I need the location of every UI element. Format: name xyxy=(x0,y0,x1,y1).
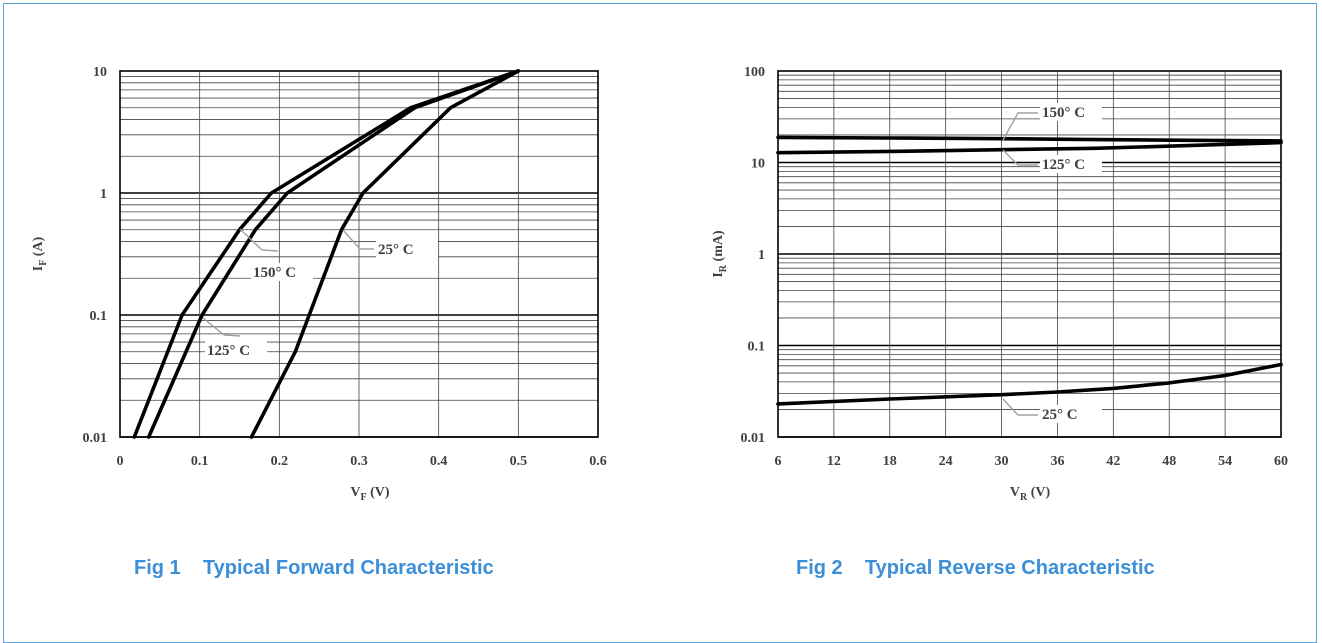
fig1-annotation-bg xyxy=(205,341,267,359)
fig1-annotation-leader xyxy=(202,317,241,337)
fig1-annotation-bg xyxy=(376,240,438,258)
fig1-y-tick-label: 1 xyxy=(100,187,107,202)
fig2-x-tick-label: 18 xyxy=(883,454,897,469)
fig1-annotation-label: 150° C xyxy=(253,265,296,281)
fig2-annotation-leader xyxy=(1002,149,1038,166)
fig2-annotation-label: 125° C xyxy=(1042,157,1085,173)
fig2-x-tick-label: 36 xyxy=(1050,454,1064,469)
fig2-series-line-1 xyxy=(776,140,1283,155)
fig2-x-tick-label: 24 xyxy=(939,454,953,469)
fig1-y-tick-label: 0.1 xyxy=(90,309,108,324)
fig1-annotation-leader xyxy=(239,228,279,252)
fig2-annotation-leader xyxy=(1002,398,1038,416)
fig2-annotation-label: 150° C xyxy=(1042,105,1085,121)
fig1-annotation-label: 25° C xyxy=(378,242,414,258)
fig2-x-axis-label: VR (V) xyxy=(1010,485,1051,503)
fig2-y-axis-label: IR (mA) xyxy=(711,230,729,278)
fig2-y-tick-label: 0.01 xyxy=(741,431,766,446)
fig2-x-tick-label: 12 xyxy=(827,454,841,469)
fig1-plot-border xyxy=(119,70,599,438)
fig2-annotation-bg xyxy=(1040,103,1102,121)
fig1-series-line-0 xyxy=(132,69,521,439)
fig1-annotation-leader xyxy=(342,229,374,250)
fig2-y-tick-label: 0.1 xyxy=(748,340,766,355)
fig2-y-tick-label: 1 xyxy=(758,248,765,263)
fig2-x-tick-label: 6 xyxy=(775,454,782,469)
fig1-y-tick-label: 10 xyxy=(93,65,107,80)
fig2-series-line-0 xyxy=(776,135,1283,143)
fig2-plot-border xyxy=(777,70,1282,438)
fig1-series-line-2 xyxy=(249,69,521,439)
fig1-x-tick-label: 0.3 xyxy=(350,454,368,469)
fig1-y-tick-label: 0.01 xyxy=(83,431,108,446)
fig1-annotation-label: 125° C xyxy=(207,343,250,359)
fig1-x-tick-label: 0 xyxy=(117,454,124,469)
fig2-x-tick-label: 48 xyxy=(1162,454,1176,469)
fig1-annotation-bg xyxy=(251,263,313,281)
fig2-x-tick-label: 54 xyxy=(1218,454,1232,469)
fig1-x-tick-label: 0.2 xyxy=(271,454,289,469)
charts-svg: 0 0.1 0.2 0.3 0.4 0.5 0.6 0.01 0.1 1 10 VF (V) IF (A… xyxy=(31,65,1288,503)
fig1-y-axis-label: IF (A) xyxy=(31,236,49,271)
fig1-x-axis-label: VF (V) xyxy=(350,485,390,503)
fig2-annotation-label: 25° C xyxy=(1042,407,1078,423)
fig2-annotation-bg xyxy=(1040,405,1102,423)
fig2-annotation-bg xyxy=(1040,155,1102,173)
fig2-y-tick-label: 10 xyxy=(751,157,765,172)
fig1-caption: Fig 1 Typical Forward Characteristic xyxy=(134,557,494,579)
fig2-x-tick-label: 42 xyxy=(1106,454,1120,469)
fig2-x-tick-label: 30 xyxy=(995,454,1009,469)
fig1-series-line-1 xyxy=(146,69,521,439)
fig1-x-tick-label: 0.1 xyxy=(191,454,209,469)
fig1-x-tick-label: 0.4 xyxy=(430,454,448,469)
fig2-series-line-2 xyxy=(776,362,1283,406)
fig2-annotation-leader xyxy=(1002,112,1038,141)
fig1-x-tick-label: 0.6 xyxy=(589,454,607,469)
fig2-x-tick-label: 60 xyxy=(1274,454,1288,469)
fig1-x-tick-label: 0.5 xyxy=(510,454,528,469)
fig2-y-tick-label: 100 xyxy=(744,65,765,80)
fig2-caption: Fig 2 Typical Reverse Characteristic xyxy=(796,557,1155,579)
